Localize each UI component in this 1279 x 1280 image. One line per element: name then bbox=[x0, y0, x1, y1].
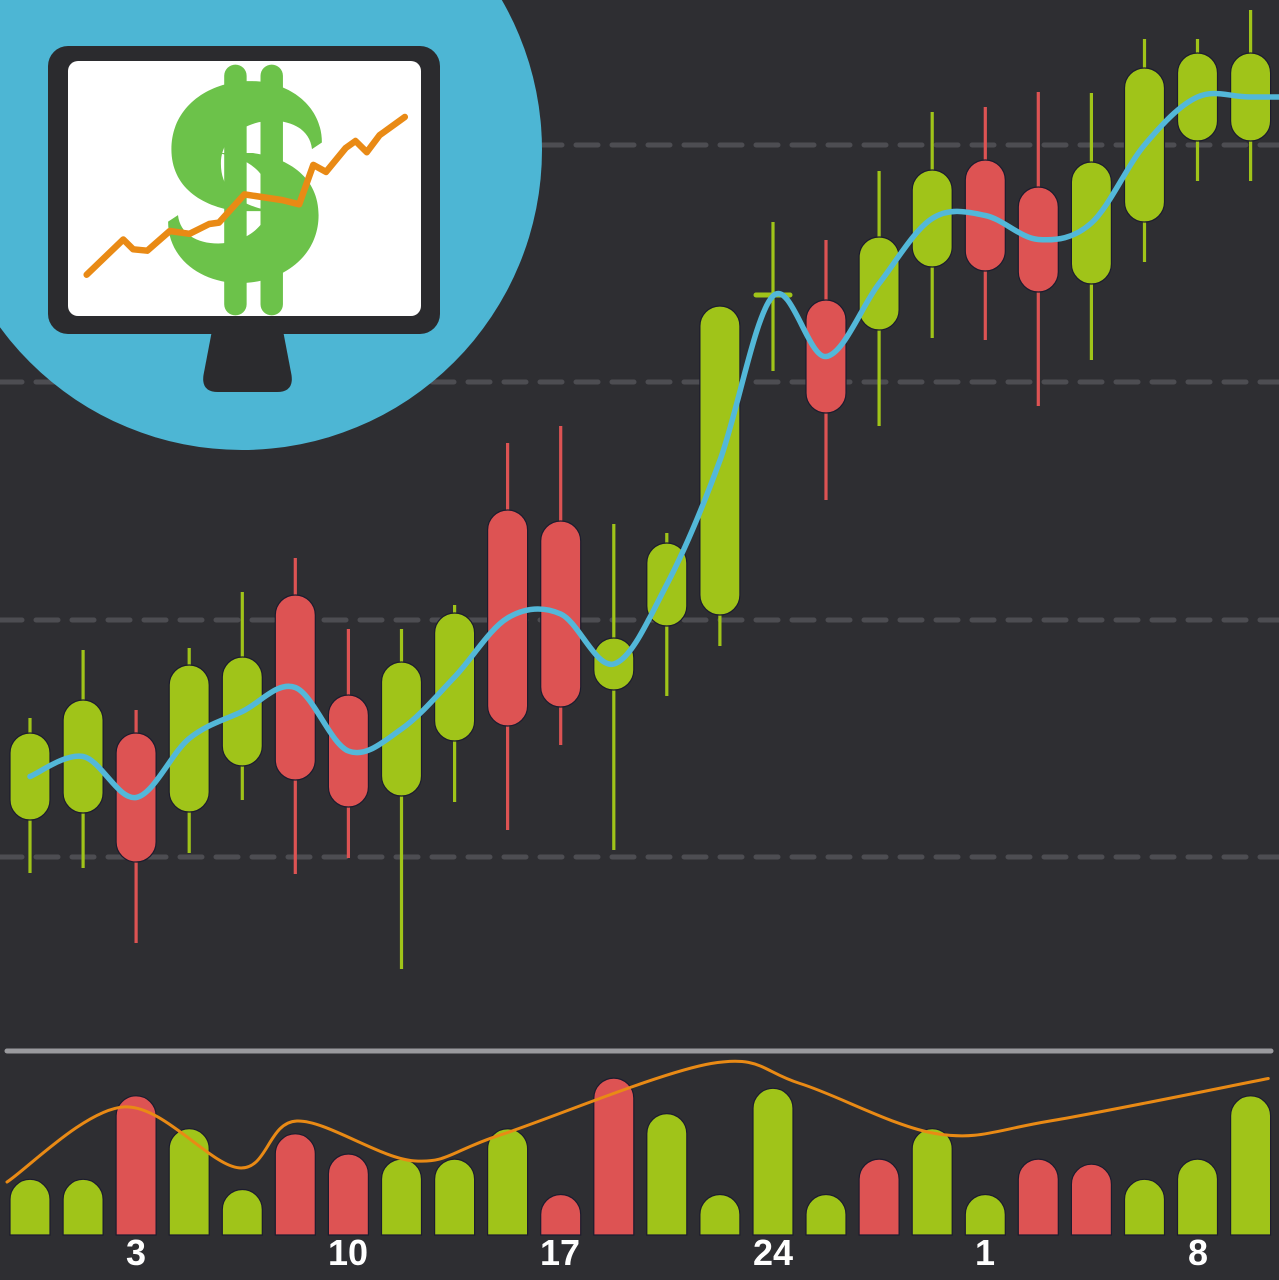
svg-text:1: 1 bbox=[975, 1232, 995, 1273]
svg-text:24: 24 bbox=[753, 1232, 793, 1273]
svg-text:8: 8 bbox=[1188, 1232, 1208, 1273]
svg-text:17: 17 bbox=[540, 1232, 580, 1273]
svg-text:3: 3 bbox=[126, 1232, 146, 1273]
svg-text:10: 10 bbox=[328, 1232, 368, 1273]
